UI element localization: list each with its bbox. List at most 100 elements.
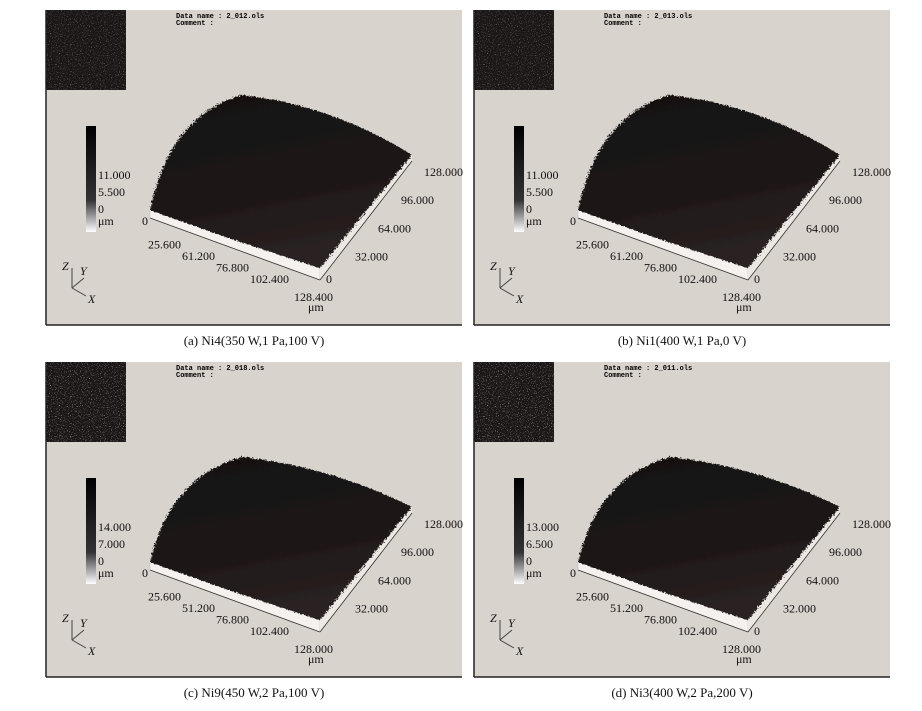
x-tick-label: 102.400 bbox=[250, 272, 289, 286]
axis-line bbox=[577, 217, 749, 281]
z-tick-label: 5.500 bbox=[526, 185, 553, 199]
axis-name: Z bbox=[62, 259, 69, 273]
axes-icon bbox=[499, 287, 515, 297]
caption: (c) Ni9(450 W,2 Pa,100 V) bbox=[184, 685, 325, 700]
z-tick-label: 14.000 bbox=[98, 520, 131, 534]
z-unit: μm bbox=[526, 566, 542, 580]
comment: Comment : bbox=[176, 372, 214, 380]
axes-icon bbox=[71, 629, 85, 641]
y-tick-label: 128.000 bbox=[424, 165, 463, 179]
x-tick-label: 51.200 bbox=[182, 601, 215, 615]
x-unit: μm bbox=[736, 300, 752, 314]
thumbnail-texture bbox=[46, 10, 126, 90]
z-tick-label: 6.500 bbox=[526, 537, 553, 551]
thumbnail-texture bbox=[46, 362, 126, 442]
y-tick-label: 0 bbox=[326, 272, 332, 286]
y-tick-label: 96.000 bbox=[829, 545, 862, 559]
z-tick-label: 0 bbox=[98, 554, 104, 568]
axis-line bbox=[747, 160, 841, 281]
y-tick-label: 96.000 bbox=[401, 545, 434, 559]
axis-line bbox=[747, 512, 841, 633]
x-tick-label: 76.800 bbox=[644, 613, 677, 627]
z-tick-label: 0 bbox=[98, 202, 104, 216]
comment: Comment : bbox=[176, 20, 214, 28]
axis-name: Y bbox=[508, 264, 516, 278]
axis-name: X bbox=[87, 644, 96, 658]
axis-name: X bbox=[515, 292, 524, 306]
z-tick-label: 5.500 bbox=[98, 185, 125, 199]
x-tick-label: 0 bbox=[142, 566, 148, 580]
axis-line bbox=[319, 512, 413, 633]
x-tick-label: 128.400 bbox=[294, 290, 333, 304]
x-tick-label: 102.400 bbox=[678, 272, 717, 286]
y-tick-label: 32.000 bbox=[783, 250, 816, 264]
x-tick-label: 51.200 bbox=[610, 601, 643, 615]
z-unit: μm bbox=[526, 214, 542, 228]
axis-name: Z bbox=[490, 611, 497, 625]
y-tick-label: 128.000 bbox=[852, 517, 891, 531]
x-tick-label: 102.400 bbox=[678, 624, 717, 638]
data-name: Data name : 2_011.ols bbox=[604, 365, 692, 373]
z-unit: μm bbox=[98, 214, 114, 228]
data-name: Data name : 2_012.ols bbox=[176, 13, 264, 21]
axis-line bbox=[149, 569, 321, 633]
z-tick-label: 7.000 bbox=[98, 537, 125, 551]
axis-line bbox=[149, 217, 321, 281]
y-tick-label: 0 bbox=[754, 624, 760, 638]
axis-name: X bbox=[87, 292, 96, 306]
z-tick-label: 0 bbox=[526, 554, 532, 568]
thumbnail-texture bbox=[474, 10, 554, 90]
data-name: Data name : 2_018.ols bbox=[176, 365, 264, 373]
data-name: Data name : 2_013.ols bbox=[604, 13, 692, 21]
comment: Comment : bbox=[604, 372, 642, 380]
y-tick-label: 128.000 bbox=[852, 165, 891, 179]
y-tick-label: 64.000 bbox=[378, 573, 411, 587]
x-tick-label: 0 bbox=[570, 214, 576, 228]
surface-top bbox=[578, 95, 840, 268]
colorbar bbox=[86, 126, 96, 232]
x-tick-label: 25.600 bbox=[576, 237, 609, 251]
x-tick-label: 128.400 bbox=[722, 290, 761, 304]
axis-line bbox=[577, 569, 749, 633]
axis-name: Z bbox=[490, 259, 497, 273]
surface-top bbox=[150, 95, 412, 268]
caption: (b) Ni1(400 W,1 Pa,0 V) bbox=[618, 333, 746, 348]
axis-name: Y bbox=[80, 264, 88, 278]
y-tick-label: 64.000 bbox=[806, 573, 839, 587]
axis-name: Y bbox=[508, 616, 516, 630]
x-tick-label: 0 bbox=[570, 566, 576, 580]
y-tick-label: 128.000 bbox=[424, 517, 463, 531]
caption: (a) Ni4(350 W,1 Pa,100 V) bbox=[184, 333, 325, 348]
y-tick-label: 96.000 bbox=[829, 193, 862, 207]
y-tick-label: 32.000 bbox=[783, 602, 816, 616]
axes-icon bbox=[499, 277, 513, 289]
x-tick-label: 76.800 bbox=[216, 613, 249, 627]
colorbar bbox=[514, 126, 524, 232]
axis-line bbox=[319, 160, 413, 281]
x-tick-label: 76.800 bbox=[216, 261, 249, 275]
z-unit: μm bbox=[98, 566, 114, 580]
x-tick-label: 61.200 bbox=[182, 249, 215, 263]
axes-icon bbox=[71, 277, 85, 289]
axis-name: Z bbox=[62, 611, 69, 625]
y-tick-label: 64.000 bbox=[806, 221, 839, 235]
y-tick-label: 64.000 bbox=[378, 221, 411, 235]
colorbar bbox=[514, 478, 524, 584]
thumbnail-texture bbox=[474, 362, 554, 442]
x-tick-label: 25.600 bbox=[576, 589, 609, 603]
caption: (d) Ni3(400 W,2 Pa,200 V) bbox=[611, 685, 752, 700]
x-unit: μm bbox=[308, 300, 324, 314]
x-tick-label: 61.200 bbox=[610, 249, 643, 263]
y-tick-label: 96.000 bbox=[401, 193, 434, 207]
y-tick-label: 0 bbox=[754, 272, 760, 286]
y-tick-label: 32.000 bbox=[355, 602, 388, 616]
x-tick-label: 102.400 bbox=[250, 624, 289, 638]
surface-side bbox=[748, 155, 840, 280]
axes-icon bbox=[499, 639, 515, 649]
surface-side bbox=[320, 507, 412, 632]
